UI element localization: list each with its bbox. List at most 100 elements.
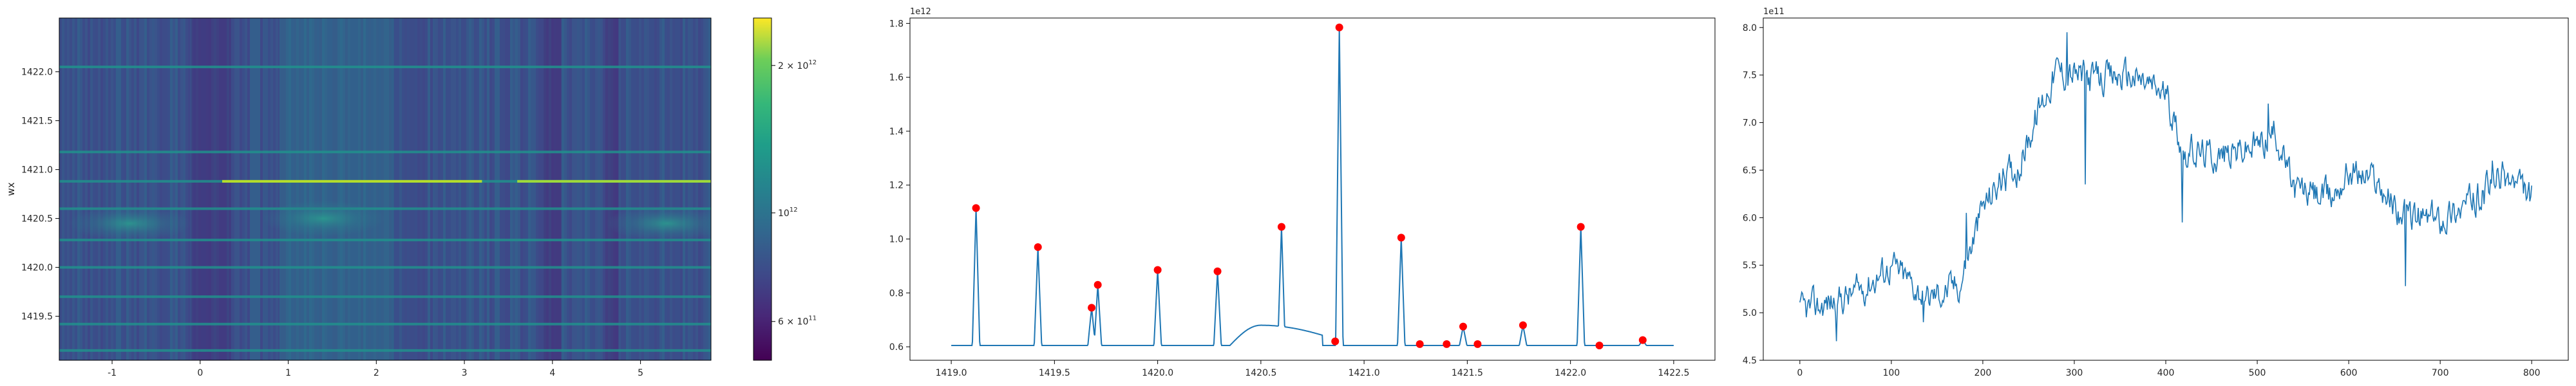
heatmap-column bbox=[376, 18, 379, 360]
heatmap-column bbox=[629, 18, 631, 360]
heatmap-column bbox=[459, 18, 461, 360]
peaks-panel: 1e12 1419.0 1419.5 1420.0 1420.5 1421.0 1421.… bbox=[889, 7, 1716, 378]
heatmap-column bbox=[528, 18, 531, 360]
heatmap-bright-row bbox=[59, 322, 711, 326]
heatmap-column bbox=[464, 18, 466, 360]
heatmap-column bbox=[448, 18, 451, 360]
heatmap-column bbox=[191, 18, 193, 360]
heatmap-column bbox=[201, 18, 204, 360]
heatmap-column bbox=[526, 18, 528, 360]
heatmap-column bbox=[652, 18, 654, 360]
heatmap-column bbox=[569, 18, 572, 360]
timeseries-x-tick-label: 800 bbox=[2523, 368, 2541, 378]
heatmap-column bbox=[690, 18, 693, 360]
heatmap-column bbox=[701, 18, 703, 360]
heatmap-column bbox=[533, 18, 536, 360]
heatmap-column bbox=[131, 18, 134, 360]
peak-marker bbox=[1443, 340, 1451, 348]
heatmap-column bbox=[507, 18, 510, 360]
timeseries-axes-frame bbox=[1763, 17, 2569, 361]
heatmap-column bbox=[371, 18, 374, 360]
timeseries-offset-label: 1e11 bbox=[1763, 7, 1785, 17]
heatmap-column bbox=[286, 18, 289, 360]
heatmap-column bbox=[173, 18, 175, 360]
heatmap-column bbox=[268, 18, 270, 360]
heatmap-column bbox=[685, 18, 688, 360]
timeseries-y-tick-label: 8.0 bbox=[1743, 23, 1757, 33]
heatmap-column bbox=[402, 18, 404, 360]
heatmap-column bbox=[384, 18, 386, 360]
heatmap-column bbox=[62, 18, 64, 360]
peak-marker bbox=[1577, 223, 1585, 231]
timeseries-y-tick-label: 6.5 bbox=[1743, 165, 1757, 176]
heatmap-column bbox=[587, 18, 590, 360]
colorbar-tick-label: 1012 bbox=[778, 207, 798, 219]
heatmap-column bbox=[386, 18, 389, 360]
colorbar-gradient bbox=[753, 17, 772, 361]
heatmap-y-tick-label: 1421.5 bbox=[21, 116, 53, 127]
heatmap-bright-row bbox=[59, 207, 711, 210]
heatmap-column bbox=[631, 18, 634, 360]
heatmap-column bbox=[649, 18, 652, 360]
heatmap-column bbox=[167, 18, 170, 360]
heatmap-bright-row bbox=[59, 239, 711, 242]
peaks-axes-frame bbox=[909, 17, 1716, 361]
heatmap-column bbox=[162, 18, 165, 360]
heatmap-column bbox=[204, 18, 206, 360]
heatmap-x-axis: -1 0 1 2 3 4 5 bbox=[108, 360, 643, 378]
heatmap-column bbox=[438, 18, 440, 360]
heatmap-column bbox=[258, 18, 260, 360]
heatmap-column bbox=[417, 18, 420, 360]
peak-marker bbox=[1595, 341, 1604, 349]
heatmap-column bbox=[680, 18, 683, 360]
heatmap-column bbox=[621, 18, 623, 360]
heatmap-y-axis: 1419.5 1420.0 1420.5 1421.0 1421.5 1422.0 bbox=[21, 68, 59, 322]
heatmap-column bbox=[82, 18, 85, 360]
heatmap-column bbox=[330, 18, 332, 360]
heatmap-column bbox=[157, 18, 160, 360]
heatmap-column bbox=[183, 18, 185, 360]
heatmap-column bbox=[180, 18, 183, 360]
heatmap-column bbox=[487, 18, 489, 360]
heatmap-peak-row bbox=[222, 179, 482, 183]
peaks-y-tick-label: 0.6 bbox=[889, 342, 904, 353]
heatmap-column bbox=[152, 18, 155, 360]
heatmap-column bbox=[654, 18, 657, 360]
heatmap-column bbox=[185, 18, 188, 360]
peaks-y-tick-label: 1.6 bbox=[889, 73, 904, 83]
heatmap-column bbox=[392, 18, 394, 360]
peak-marker bbox=[1416, 340, 1424, 348]
heatmap-column bbox=[137, 18, 139, 360]
heatmap-column bbox=[304, 18, 307, 360]
heatmap-column bbox=[134, 18, 137, 360]
peaks-offset-label: 1e12 bbox=[910, 7, 931, 17]
heatmap-column bbox=[75, 18, 77, 360]
heatmap-column bbox=[85, 18, 88, 360]
peak-marker bbox=[1331, 337, 1340, 345]
heatmap-column bbox=[484, 18, 487, 360]
heatmap-column bbox=[693, 18, 696, 360]
timeseries-x-tick-label: 200 bbox=[1975, 368, 1992, 378]
peaks-series-line bbox=[951, 27, 1674, 346]
heatmap-x-tick-label: 0 bbox=[197, 368, 203, 378]
heatmap-column bbox=[603, 18, 605, 360]
heatmap-column bbox=[211, 18, 214, 360]
heatmap-x-tick-label: 2 bbox=[374, 368, 379, 378]
heatmap-column bbox=[175, 18, 178, 360]
heatmap-column bbox=[564, 18, 567, 360]
heatmap-column bbox=[265, 18, 268, 360]
heatmap-column bbox=[263, 18, 265, 360]
heatmap-column bbox=[111, 18, 113, 360]
heatmap-column bbox=[585, 18, 587, 360]
heatmap-column bbox=[595, 18, 598, 360]
heatmap-column bbox=[343, 18, 345, 360]
heatmap-column bbox=[237, 18, 240, 360]
heatmap-column bbox=[193, 18, 196, 360]
heatmap-column bbox=[446, 18, 448, 360]
heatmap-column bbox=[255, 18, 258, 360]
peak-marker bbox=[1638, 336, 1647, 344]
heatmap-column bbox=[273, 18, 276, 360]
peak-marker bbox=[1088, 304, 1096, 312]
heatmap-column bbox=[412, 18, 415, 360]
